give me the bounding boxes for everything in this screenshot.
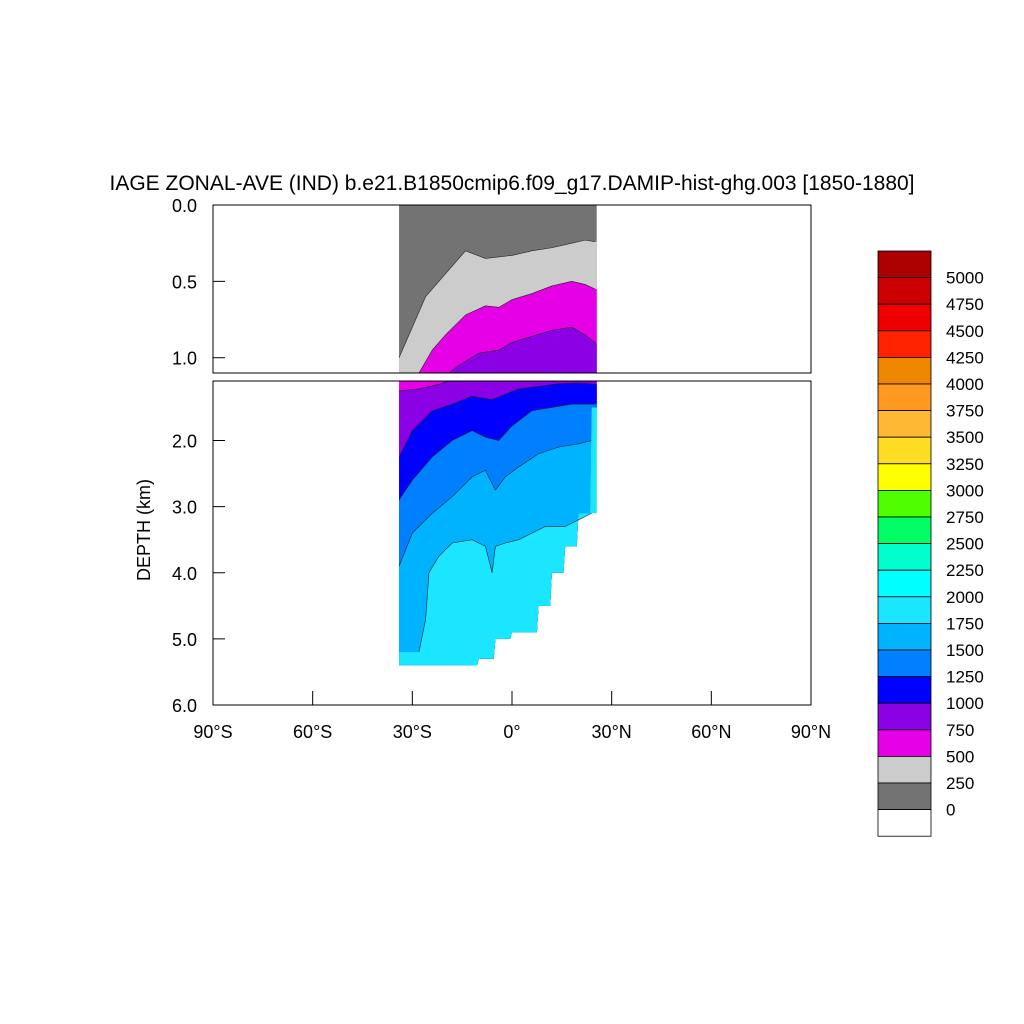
colorbar-swatch <box>877 702 932 731</box>
colorbar-swatch <box>877 596 932 624</box>
x-tick-label: 90°S <box>193 722 232 742</box>
colorbar-swatch <box>877 676 932 704</box>
chart-title: IAGE ZONAL-AVE (IND) b.e21.B1850cmip6.f0… <box>109 172 914 195</box>
upper-panel-frame <box>212 204 812 374</box>
contour-line-500 <box>418 281 596 373</box>
x-axis: 90°S 60°S 30°S 0° 30°N 60°N 90°N <box>193 691 831 742</box>
colorbar-label: 2500 <box>946 535 984 554</box>
contour-line-250 <box>398 239 596 358</box>
colorbar-swatch <box>877 756 932 784</box>
contour-line-750 <box>399 381 450 392</box>
contour-line-750 <box>448 326 596 373</box>
y-tick-label: 0.5 <box>172 272 197 292</box>
colorbar-swatch <box>877 410 932 438</box>
colorbar-label: 2250 <box>946 561 984 580</box>
colorbar-label: 3250 <box>946 455 984 474</box>
upper-panel <box>212 204 812 374</box>
colorbar-swatch <box>877 436 932 465</box>
colorbar-label: 750 <box>946 721 974 740</box>
y-tick-label: 6.0 <box>172 696 197 716</box>
x-tick-label: 60°N <box>691 722 731 742</box>
colorbar-swatch <box>877 543 932 571</box>
colorbar-label: 4000 <box>946 375 984 394</box>
x-tick-label: 60°S <box>293 722 332 742</box>
colorbar-label: 500 <box>946 747 974 766</box>
colorbar-swatch <box>877 782 932 811</box>
colorbar-label: 4250 <box>946 348 984 367</box>
colorbar-swatch <box>877 303 932 332</box>
colorbar-label: 250 <box>946 774 974 793</box>
colorbar-label: 1000 <box>946 694 984 713</box>
colorbar-label: 2750 <box>946 508 984 527</box>
contour-line-1000 <box>398 382 596 458</box>
colorbar-swatch <box>877 383 932 412</box>
colorbar-label: 1250 <box>946 668 984 687</box>
lower-panel <box>212 380 812 706</box>
y-tick-label: 1.0 <box>172 349 197 369</box>
y-tick-label: 2.0 <box>172 432 197 452</box>
colorbar-label: 3000 <box>946 481 984 500</box>
colorbar-label: 4500 <box>946 322 984 341</box>
y-tick-label: 0.0 <box>172 196 197 216</box>
colorbar-swatch <box>877 809 932 837</box>
contour-band-1750 <box>399 407 597 666</box>
colorbar-swatch <box>877 250 932 279</box>
colorbar-swatch <box>877 489 932 518</box>
colorbar-swatch <box>877 729 932 757</box>
y-axis: 0.0 0.5 1.0 2.0 3.0 4.0 5.0 6.0 <box>172 196 225 716</box>
contour-line-1250 <box>398 403 596 501</box>
colorbar-label: 3750 <box>946 402 984 421</box>
contour-band-750 <box>399 327 597 373</box>
colorbar-legend: 5000475045004250400037503500325030002750… <box>877 250 984 837</box>
colorbar-swatch <box>877 277 932 305</box>
x-tick-label: 30°S <box>393 722 432 742</box>
y-tick-label: 4.0 <box>172 564 197 584</box>
x-tick-label: 90°N <box>791 722 831 742</box>
colorbar-label: 4750 <box>946 295 984 314</box>
colorbar-label: 3500 <box>946 428 984 447</box>
colorbar-swatch <box>877 569 932 598</box>
colorbar-label: 2000 <box>946 588 984 607</box>
colorbar-label: 5000 <box>946 269 984 288</box>
x-tick-label: 0° <box>503 722 520 742</box>
colorbar-swatch <box>877 516 932 545</box>
colorbar-label: 1750 <box>946 614 984 633</box>
y-tick-label: 5.0 <box>172 630 197 650</box>
y-tick-label: 3.0 <box>172 498 197 518</box>
colorbar-swatch <box>877 463 932 491</box>
colorbar-label: 1500 <box>946 641 984 660</box>
colorbar-swatch <box>877 356 932 385</box>
colorbar-label: 0 <box>946 801 955 820</box>
colorbar-swatch <box>877 623 932 651</box>
contour-line-1750 <box>418 512 592 653</box>
colorbar-swatch <box>877 649 932 678</box>
colorbar-swatch <box>877 330 932 358</box>
contour-line-1500 <box>398 440 592 567</box>
x-tick-label: 30°N <box>592 722 632 742</box>
y-axis-label: DEPTH (km) <box>134 479 154 581</box>
